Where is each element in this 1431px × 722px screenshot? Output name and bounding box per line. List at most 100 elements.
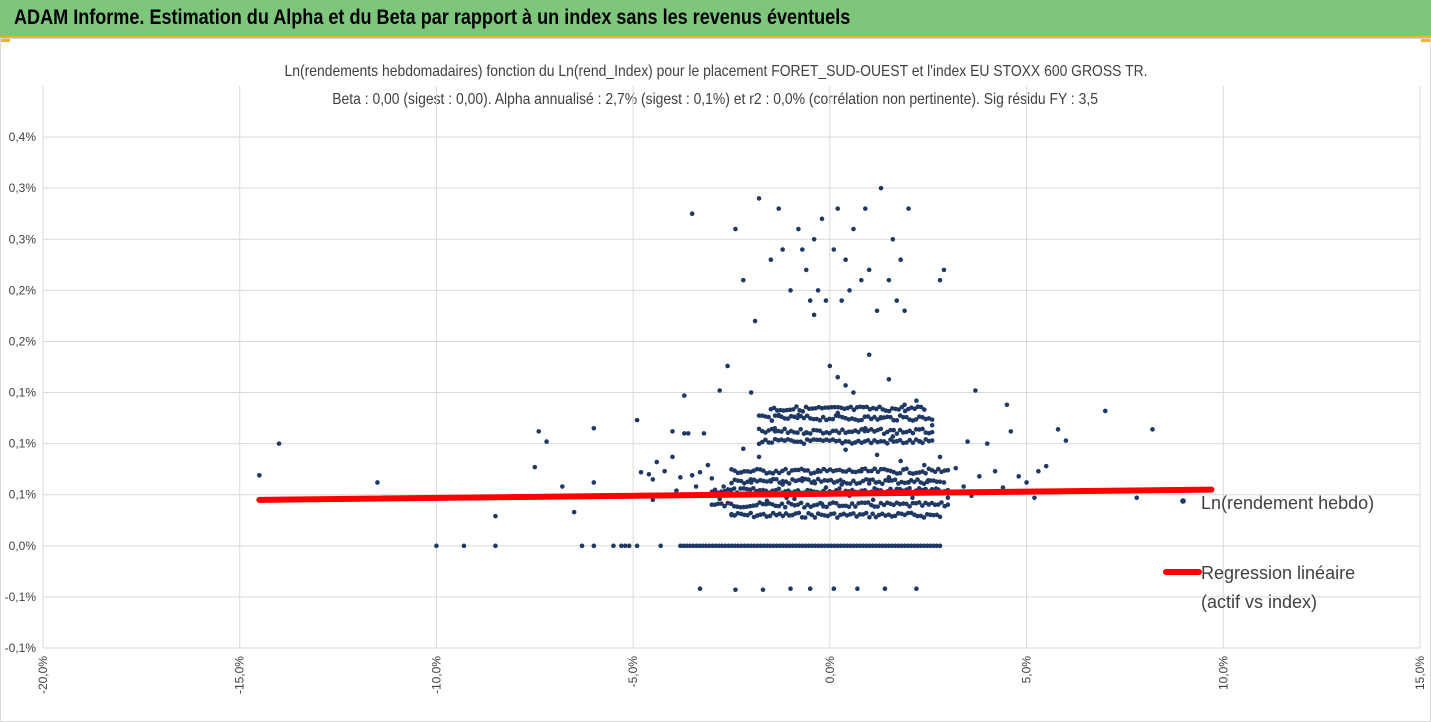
data-point: [859, 417, 864, 423]
data-point: [898, 458, 903, 464]
data-point: [888, 414, 893, 420]
data-point: [823, 485, 829, 490]
data-point: [843, 447, 848, 453]
data-point: [758, 543, 763, 549]
data-point: [579, 543, 585, 549]
data-point: [725, 363, 730, 369]
data-point: [866, 481, 872, 486]
data-point: [838, 543, 843, 549]
data-point: [875, 504, 881, 509]
data-point: [772, 413, 778, 418]
data-point: [835, 543, 840, 549]
data-point: [897, 470, 903, 476]
data-point: [771, 543, 776, 549]
data-point: [945, 502, 951, 508]
data-point: [907, 485, 912, 491]
data-point: [894, 418, 900, 423]
data-point: [890, 434, 896, 439]
data-point: [709, 476, 715, 481]
data-point: [907, 437, 913, 443]
y-tick-label: 0,4%: [9, 130, 37, 144]
y-tick-label: 0,0%: [9, 539, 37, 553]
data-point: [701, 431, 707, 436]
data-point: [831, 586, 837, 592]
data-point: [750, 485, 756, 491]
data-point: [908, 543, 914, 549]
data-point: [902, 308, 907, 314]
data-point: [929, 417, 935, 422]
y-tick-label: 0,2%: [9, 283, 37, 297]
data-point: [728, 501, 734, 507]
report-header: ADAM Informe. Estimation du Alpha et du …: [0, 0, 1431, 38]
data-point: [759, 439, 765, 445]
data-point: [915, 543, 920, 549]
data-point: [650, 497, 656, 503]
data-point: [1134, 495, 1140, 501]
data-point: [965, 439, 970, 444]
data-point: [854, 543, 859, 549]
data-point: [855, 586, 860, 592]
data-point: [681, 431, 687, 436]
data-point: [788, 586, 793, 592]
data-point: [769, 426, 775, 432]
data-point: [806, 543, 811, 549]
data-point: [873, 543, 879, 549]
data-point: [768, 257, 774, 263]
data-point: [796, 226, 801, 232]
regression-line: [256, 486, 1215, 503]
data-point: [815, 476, 821, 482]
data-point: [713, 543, 718, 549]
data-point: [763, 437, 768, 443]
data-point: [741, 469, 747, 474]
data-point: [857, 512, 863, 517]
data-point: [792, 496, 797, 502]
data-point: [790, 543, 795, 549]
data-point: [875, 417, 880, 422]
data-point: [892, 543, 898, 549]
data-point: [811, 312, 817, 318]
data-point: [932, 469, 938, 475]
data-point: [801, 415, 807, 421]
data-point: [674, 488, 679, 493]
data-point: [822, 543, 827, 549]
data-point: [795, 430, 800, 436]
data-point: [722, 503, 727, 509]
legend-scatter-marker: [1180, 498, 1186, 504]
data-point: [741, 277, 746, 283]
data-point: [896, 407, 902, 412]
data-point: [849, 501, 855, 506]
data-point: [883, 543, 888, 549]
data-point: [827, 363, 833, 369]
data-point: [904, 501, 909, 507]
data-point: [896, 543, 901, 549]
data-point: [907, 428, 913, 434]
data-point: [681, 393, 687, 398]
data-point: [761, 511, 766, 517]
data-point: [634, 543, 640, 549]
data-point: [973, 388, 978, 393]
y-tick-label: 0,1%: [9, 437, 37, 451]
data-point: [769, 440, 775, 445]
data-point: [783, 466, 788, 472]
data-point: [898, 257, 903, 263]
data-point: [920, 503, 925, 508]
data-point: [888, 427, 893, 433]
data-point: [703, 543, 709, 549]
data-point: [788, 288, 793, 293]
data-point: [1024, 480, 1029, 485]
data-point: [833, 500, 839, 506]
data-point: [897, 427, 903, 433]
data-point: [923, 470, 928, 476]
data-point: [937, 479, 943, 485]
data-point: [766, 414, 771, 420]
data-point: [776, 486, 782, 492]
data-point: [710, 543, 715, 549]
data-point: [796, 510, 802, 516]
data-point: [924, 543, 930, 549]
data-point: [689, 473, 695, 478]
data-point: [650, 477, 656, 482]
data-point: [905, 543, 911, 549]
y-tick-label: 0,1%: [9, 386, 37, 400]
data-point: [929, 438, 935, 443]
data-point: [894, 298, 900, 303]
